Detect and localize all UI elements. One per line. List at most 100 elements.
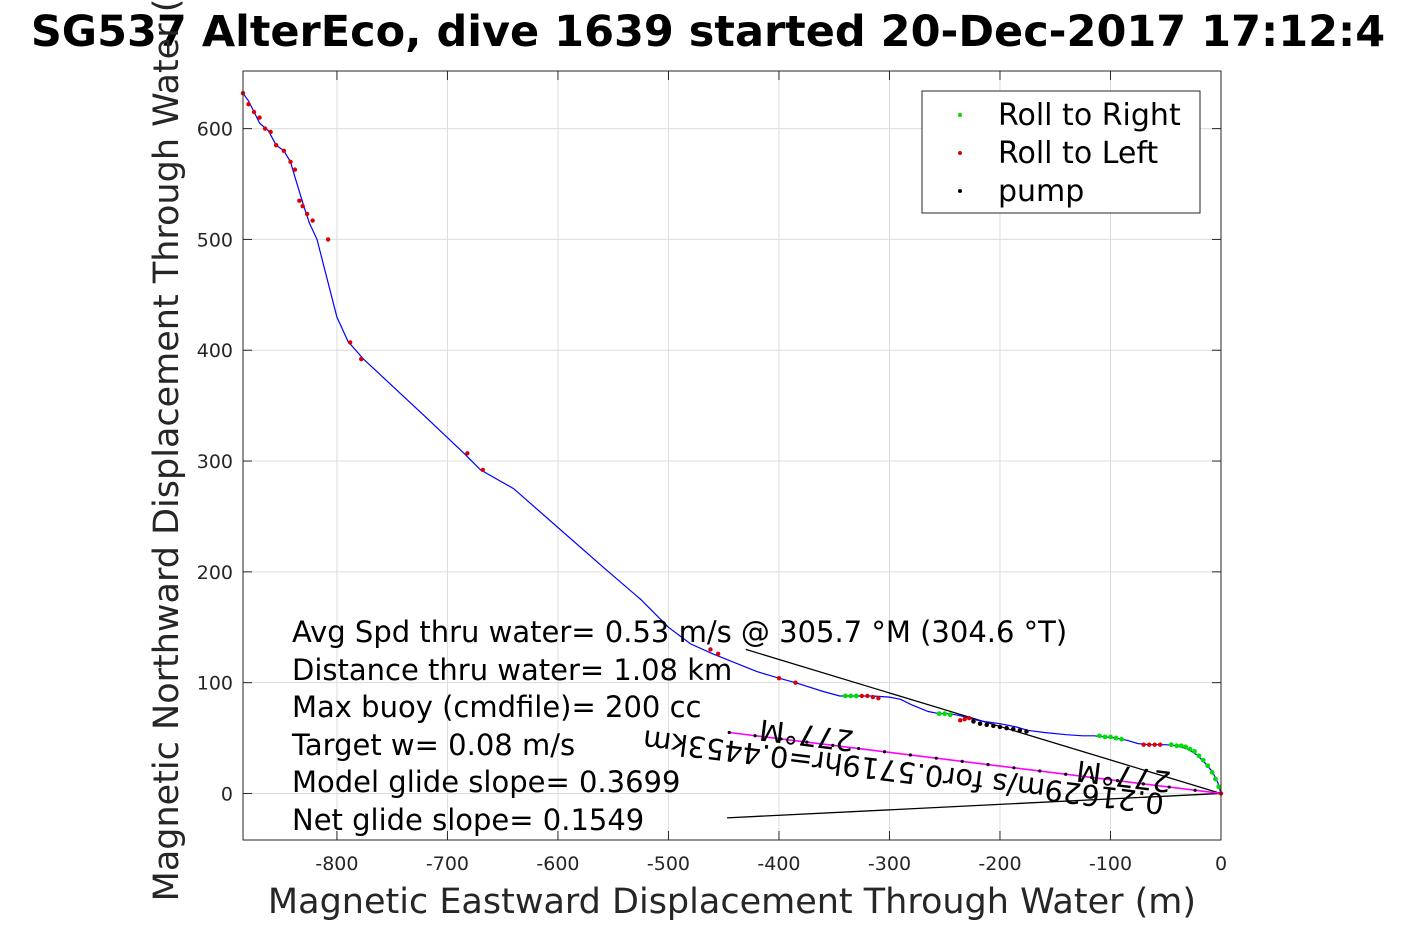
glide-slope-point <box>934 756 938 760</box>
roll-left-point <box>1158 742 1163 747</box>
roll-left-point <box>1152 742 1157 747</box>
roll-left-point <box>251 109 257 115</box>
roll-left-point <box>268 129 273 135</box>
glide-slope-point <box>1167 785 1171 789</box>
roll-left-point <box>304 211 310 217</box>
legend: Roll to Right Roll to Left pump <box>921 90 1201 214</box>
roll-right-point <box>1178 743 1184 749</box>
roll-left-point <box>876 695 881 701</box>
roll-right-point <box>853 693 859 699</box>
roll-right-point <box>1209 770 1215 775</box>
x-tick-label: -300 <box>868 853 911 875</box>
distance-annotation: Distance thru water= 1.08 km <box>292 653 732 687</box>
roll-left-point <box>865 693 870 699</box>
glide-slope-line <box>729 731 1222 795</box>
roll-right-point <box>1216 784 1222 790</box>
roll-left-point <box>776 676 782 681</box>
roll-right-point <box>848 693 854 699</box>
x-tick-label: 0 <box>1215 853 1227 875</box>
roll-left-point <box>962 717 967 722</box>
pump-point <box>984 722 989 727</box>
roll-right-point <box>947 712 953 718</box>
roll-left-point <box>246 102 251 107</box>
roll-left-point <box>262 126 268 131</box>
roll-left-point <box>281 148 287 153</box>
glide-slope-point <box>908 753 913 757</box>
legend-roll-right-marker <box>958 113 962 117</box>
glide-slope-point <box>986 762 990 767</box>
glide-slope-point <box>727 730 731 735</box>
pump-point <box>977 721 983 726</box>
roll-left-point <box>966 715 972 721</box>
y-tick-label: 500 <box>197 229 233 251</box>
pump-point <box>1004 725 1009 731</box>
max-buoy-annotation: Max buoy (cmdfile)= 200 cc <box>292 690 701 724</box>
y-tick-label: 0 <box>221 783 233 805</box>
roll-right-point <box>1174 743 1180 749</box>
stats-annotations: Avg Spd thru water= 0.53 m/s @ 305.7 °M … <box>291 615 1067 837</box>
avg-speed-annotation: Avg Spd thru water= 0.53 m/s @ 305.7 °M … <box>292 615 1067 649</box>
pump-point <box>997 724 1003 730</box>
roll-right-point <box>1205 763 1211 769</box>
roll-left-point <box>958 718 963 723</box>
y-axis-label: Magnetic Northward Displacement Through … <box>147 0 187 901</box>
roll-right-point <box>1187 746 1193 752</box>
pump-point <box>1011 726 1016 732</box>
roll-left-point <box>359 356 364 362</box>
glide-slope-point <box>1064 772 1068 776</box>
roll-left-point <box>715 651 721 657</box>
roll-right-point <box>1196 753 1202 759</box>
glide-slope-point <box>1012 766 1016 770</box>
glide-slope-point <box>882 750 887 754</box>
legend-roll-left: Roll to Left <box>998 136 1158 171</box>
glide-slope-point <box>753 734 757 738</box>
roll-left-point <box>859 693 865 699</box>
roll-left-point <box>273 143 279 148</box>
glide-slope-point <box>1141 782 1145 786</box>
roll-right-point <box>1192 748 1197 754</box>
roll-right-point <box>1200 757 1206 763</box>
pump-point <box>1024 729 1029 734</box>
target-w-annotation: Target w= 0.08 m/s <box>291 728 575 762</box>
roll-left-point <box>288 159 293 165</box>
roll-left-point <box>297 198 302 203</box>
y-tick-label: 100 <box>197 673 233 695</box>
roll-right-point <box>1119 736 1124 742</box>
legend-pump-marker <box>958 189 962 193</box>
glide-slope-point <box>779 737 783 741</box>
net-glide-annotation: Net glide slope= 0.1549 <box>292 803 644 837</box>
glide-slope-point <box>1038 769 1042 773</box>
glide-slope-point <box>1115 779 1120 783</box>
roll-left-point <box>257 115 262 120</box>
roll-left-point <box>465 451 470 456</box>
y-tick-label: 600 <box>197 119 233 141</box>
legend-pump: pump <box>998 174 1084 209</box>
roll-left-point <box>310 218 315 223</box>
glide-slope-point <box>857 746 861 751</box>
glide-slope-point <box>1089 775 1094 780</box>
roll-right-point <box>842 693 848 699</box>
roll-right-point <box>936 711 942 717</box>
x-tick-label: -600 <box>536 853 579 875</box>
x-tick-label: -400 <box>757 853 800 875</box>
pump-point <box>991 723 996 729</box>
plot-frame <box>242 70 1222 841</box>
roll-right-point <box>1183 744 1189 750</box>
roll-right-point <box>1213 776 1218 782</box>
y-tick-label: 400 <box>197 340 233 362</box>
y-tick-label: 200 <box>197 562 233 584</box>
roll-right-point <box>1108 734 1113 740</box>
x-tick-label: -200 <box>978 853 1021 875</box>
roll-left-point <box>1146 742 1152 747</box>
legend-roll-left-marker <box>958 151 962 155</box>
glide-slope-point <box>960 759 964 763</box>
roll-left-point <box>870 694 876 700</box>
roll-right-point <box>1097 733 1102 739</box>
roll-right-point <box>1168 742 1174 748</box>
roll-left-point <box>793 680 798 685</box>
y-tick-label: 300 <box>197 451 233 473</box>
roll-left-point <box>347 340 353 345</box>
glide-slope-point <box>805 740 809 744</box>
model-glide-annotation: Model glide slope= 0.3699 <box>292 765 680 799</box>
